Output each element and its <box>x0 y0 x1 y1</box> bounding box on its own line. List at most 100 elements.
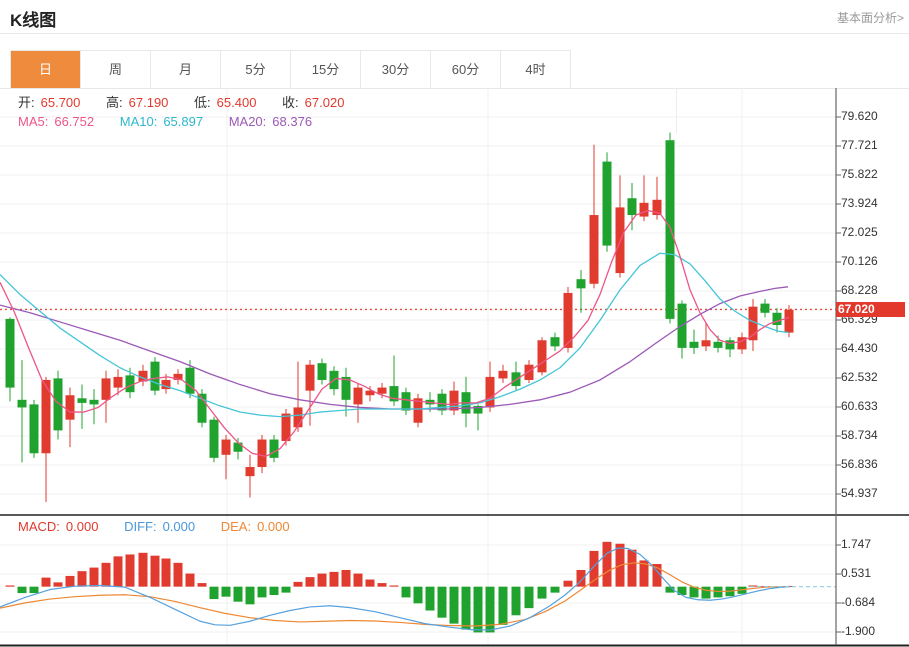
candle-body <box>305 364 315 391</box>
candle-body <box>537 340 547 373</box>
macd-bar <box>589 550 599 587</box>
header-divider <box>0 33 909 34</box>
candle-body <box>138 370 148 382</box>
y-axis-label: 72.025 <box>841 225 878 239</box>
macd-bar <box>401 586 411 598</box>
macd-bar <box>537 586 547 599</box>
candle-body <box>576 279 586 289</box>
candle-body <box>652 199 662 216</box>
tab-周[interactable]: 周 <box>81 51 151 88</box>
y-axis-label: 56.836 <box>841 457 878 471</box>
current-price-tag: 67.020 <box>836 302 905 317</box>
macd-bar <box>511 586 521 616</box>
candle-body <box>665 140 675 319</box>
macd-bar <box>413 586 423 604</box>
candle-body <box>77 398 87 403</box>
candle-body <box>524 364 534 380</box>
macd-bar <box>269 586 279 596</box>
tab-月[interactable]: 月 <box>151 51 221 88</box>
y-axis-label: 60.633 <box>841 399 878 413</box>
macd-bar <box>498 586 508 625</box>
candle-body <box>197 393 207 423</box>
y-axis-label: 64.430 <box>841 341 878 355</box>
ma10-value: 65.897 <box>163 114 204 129</box>
macd-bar <box>125 554 135 587</box>
macd-bar <box>665 586 675 593</box>
candle-body <box>589 215 599 284</box>
candle-body <box>29 404 39 454</box>
candle-body <box>639 202 649 217</box>
macd-label: MACD: <box>18 519 60 534</box>
y-axis-label: 0.531 <box>841 566 872 580</box>
macd-bar <box>576 569 586 587</box>
candle-body <box>293 407 303 428</box>
macd-bar <box>425 586 435 611</box>
candle-body <box>113 376 123 388</box>
macd-bar <box>197 583 207 587</box>
macd-bar <box>173 562 183 587</box>
tab-日[interactable]: 日 <box>11 51 81 88</box>
macd-bar <box>485 586 495 633</box>
macd-bar <box>113 556 123 587</box>
candle-body <box>209 419 219 458</box>
ma-row: MA5: 66.752 MA10: 65.897 MA20: 68.376 <box>18 114 318 129</box>
candle-body <box>317 363 327 380</box>
macd-bar <box>524 586 534 609</box>
candle-body <box>701 340 711 347</box>
y-axis-label: -0.684 <box>841 595 876 609</box>
y-axis-label: 58.734 <box>841 428 878 442</box>
tab-15分[interactable]: 15分 <box>291 51 361 88</box>
macd-bar <box>602 541 612 587</box>
page-title: K线图 <box>10 11 57 30</box>
candle-body <box>41 379 51 454</box>
y-axis-label: 54.937 <box>841 486 878 500</box>
macd-bar <box>138 552 148 587</box>
candle-body <box>353 387 363 405</box>
candle-body <box>550 337 560 347</box>
ohlc-row: 开: 65.700 高: 67.190 低: 65.400 收: 67.020 <box>18 92 350 111</box>
macd-value: 0.000 <box>65 519 99 534</box>
macd-bar <box>639 560 649 587</box>
diff-label: DIFF: <box>124 519 157 534</box>
macd-bar <box>689 586 699 598</box>
candle-body <box>725 340 735 350</box>
macd-bar <box>150 555 160 587</box>
macd-bar <box>245 586 255 605</box>
tab-4时[interactable]: 4时 <box>501 51 570 88</box>
y-axis-label: -1.900 <box>841 624 876 638</box>
macd-bar <box>101 562 111 587</box>
macd-bar <box>257 586 267 598</box>
macd-bar <box>221 586 231 597</box>
candle-body <box>161 379 171 390</box>
tab-5分[interactable]: 5分 <box>221 51 291 88</box>
macd-bar <box>293 581 303 587</box>
ma20-label: MA20: <box>228 114 267 129</box>
candle-body <box>17 399 27 408</box>
candle-body <box>498 370 508 379</box>
macd-bar <box>377 583 387 587</box>
ma5-line <box>0 209 790 457</box>
candle-body <box>269 439 279 458</box>
macd-bar <box>437 586 447 618</box>
diff-value: 0.000 <box>162 519 196 534</box>
macd-bar <box>563 580 573 587</box>
macd-info-row: MACD: 0.000 DIFF: 0.000 DEA: 0.000 <box>18 519 296 534</box>
candle-body <box>281 413 291 442</box>
chart-top-border <box>0 88 909 89</box>
macd-bar <box>41 577 51 587</box>
macd-bar <box>341 569 351 587</box>
tab-60分[interactable]: 60分 <box>431 51 501 88</box>
candle-body <box>365 390 375 396</box>
candle-body <box>377 387 387 394</box>
candle-body <box>185 367 195 394</box>
tab-30分[interactable]: 30分 <box>361 51 431 88</box>
open-label: 开: <box>18 95 35 110</box>
candle-body <box>413 398 423 423</box>
y-axis-label: 1.747 <box>841 537 872 551</box>
macd-bar <box>17 586 27 594</box>
dea-label: DEA: <box>220 519 252 534</box>
fundamental-analysis-link[interactable]: 基本面分析> <box>836 11 904 25</box>
candle-body <box>150 361 160 391</box>
